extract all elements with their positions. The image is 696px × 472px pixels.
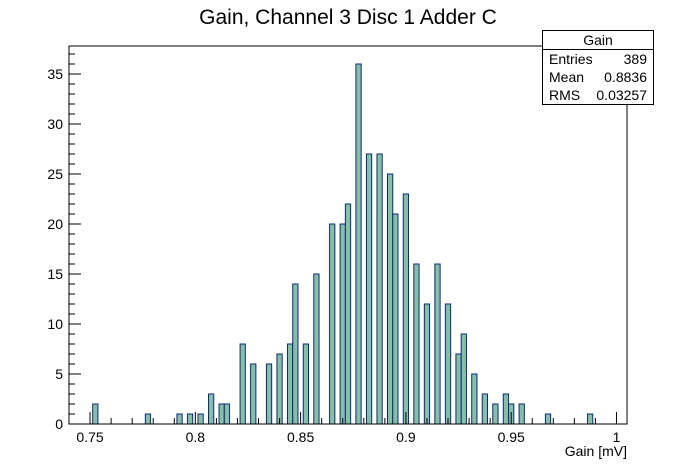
- histogram-bar: [481, 393, 488, 425]
- y-tick-label: 5: [55, 366, 63, 382]
- histogram-bar: [376, 153, 383, 425]
- histogram-bar: [218, 403, 225, 425]
- entries-label: Entries: [549, 51, 593, 67]
- histogram-bar: [313, 273, 320, 425]
- x-tick-label: 0.85: [287, 429, 314, 445]
- histogram-bar: [413, 263, 420, 425]
- histogram-bar: [197, 413, 204, 425]
- x-tick-label: 0.8: [186, 429, 206, 445]
- histogram-bar: [518, 403, 525, 425]
- stats-row-rms: RMS 0.03257: [543, 86, 653, 104]
- plot-frame: [68, 45, 628, 425]
- histogram-bar: [444, 303, 452, 425]
- histogram-bar: [355, 63, 362, 425]
- y-tick-label: 25: [47, 166, 63, 182]
- histogram-bar: [329, 223, 336, 425]
- histogram-bar: [339, 223, 346, 425]
- histogram-bar: [239, 343, 246, 425]
- histogram-bar: [460, 333, 467, 425]
- x-axis-label: Gain [mV]: [564, 443, 627, 459]
- histogram-bar: [344, 203, 352, 425]
- histogram-bar: [587, 413, 594, 425]
- x-tick-label: 0.95: [498, 429, 525, 445]
- histogram-bar: [392, 213, 399, 425]
- chart-title: Gain, Channel 3 Disc 1 Adder C: [199, 6, 497, 29]
- histogram-bar: [544, 413, 552, 425]
- histogram-bar: [386, 173, 394, 425]
- stats-row-mean: Mean 0.8836: [543, 68, 653, 86]
- histogram-bar: [292, 283, 299, 425]
- histogram-bar: [455, 353, 462, 425]
- histogram-bar: [176, 413, 183, 425]
- histogram-bar: [250, 363, 257, 425]
- histogram-bar: [402, 193, 410, 425]
- histogram-bar: [276, 353, 283, 425]
- histogram-bar: [186, 413, 194, 425]
- y-tick-label: 0: [55, 416, 63, 432]
- stats-row-entries: Entries 389: [543, 50, 653, 68]
- histogram-bar: [286, 343, 294, 425]
- histogram-bar: [208, 393, 215, 425]
- x-tick-label: 1: [613, 429, 621, 445]
- histogram-bar: [365, 153, 373, 425]
- rms-value: 0.03257: [596, 87, 647, 103]
- y-tick-label: 10: [47, 316, 63, 332]
- stats-box: Gain Entries 389 Mean 0.8836 RMS 0.03257: [542, 30, 654, 105]
- mean-value: 0.8836: [604, 69, 647, 85]
- y-tick-label: 15: [47, 266, 63, 282]
- histogram-bar: [423, 303, 431, 425]
- histogram-bar: [492, 403, 499, 425]
- histogram-bar: [302, 343, 310, 425]
- histogram-bar: [144, 413, 152, 425]
- histogram-bar: [265, 363, 273, 425]
- rms-label: RMS: [549, 87, 581, 103]
- histogram-bar: [434, 263, 441, 425]
- histogram-bar: [502, 393, 510, 425]
- histogram-bar: [92, 403, 99, 425]
- y-tick-label: 20: [47, 216, 63, 232]
- y-tick-label: 35: [47, 66, 63, 82]
- x-tick-label: 0.9: [396, 429, 416, 445]
- histogram-bar: [471, 373, 478, 425]
- entries-value: 389: [623, 51, 647, 67]
- y-tick-label: 30: [47, 116, 63, 132]
- histogram-bar: [223, 403, 231, 425]
- mean-label: Mean: [549, 69, 585, 85]
- stats-box-title: Gain: [543, 31, 653, 50]
- x-tick-label: 0.75: [76, 429, 103, 445]
